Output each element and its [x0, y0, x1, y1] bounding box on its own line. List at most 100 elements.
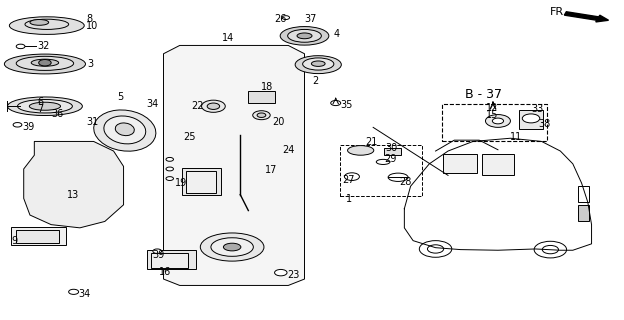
Bar [442, 104, 547, 141]
Circle shape [419, 241, 452, 257]
Ellipse shape [211, 238, 253, 256]
Text: 34: 34 [147, 99, 159, 109]
Ellipse shape [7, 97, 82, 116]
Bar [578, 186, 589, 202]
Ellipse shape [388, 173, 408, 181]
Ellipse shape [223, 243, 241, 251]
Text: 29: 29 [384, 154, 397, 164]
Circle shape [69, 289, 79, 294]
Ellipse shape [257, 113, 266, 117]
Circle shape [485, 115, 510, 127]
Ellipse shape [297, 33, 312, 39]
Text: 21: 21 [366, 137, 378, 148]
Text: 17: 17 [265, 165, 278, 175]
Ellipse shape [29, 102, 61, 110]
Text: 8: 8 [86, 14, 92, 24]
Circle shape [275, 269, 287, 276]
Text: 27: 27 [342, 175, 354, 185]
Text: 31: 31 [86, 117, 99, 127]
Text: 7: 7 [37, 104, 44, 114]
Text: 15: 15 [485, 110, 498, 120]
Ellipse shape [94, 110, 156, 151]
Ellipse shape [31, 59, 59, 66]
Text: 33: 33 [532, 104, 544, 114]
Ellipse shape [30, 20, 49, 25]
Polygon shape [163, 45, 305, 285]
Text: 5: 5 [117, 92, 124, 102]
Circle shape [542, 245, 558, 254]
Text: 3: 3 [87, 59, 94, 69]
Text: 18: 18 [261, 82, 273, 92]
Text: 1: 1 [346, 194, 353, 204]
Text: 34: 34 [79, 289, 91, 299]
Ellipse shape [200, 233, 264, 261]
Bar [186, 171, 216, 193]
Text: 24: 24 [282, 145, 295, 156]
Ellipse shape [311, 61, 325, 67]
Text: B - 37: B - 37 [465, 88, 502, 101]
FancyArrow shape [564, 12, 608, 22]
Bar [11, 227, 66, 245]
Text: 10: 10 [86, 21, 99, 31]
Circle shape [166, 157, 173, 161]
Bar [482, 154, 514, 175]
Text: 23: 23 [287, 270, 300, 280]
Ellipse shape [348, 146, 374, 155]
Text: 26: 26 [275, 13, 287, 24]
Text: 11: 11 [510, 132, 523, 142]
Ellipse shape [280, 27, 329, 45]
Text: 9: 9 [11, 236, 17, 246]
Polygon shape [24, 141, 124, 228]
Text: 39: 39 [152, 250, 165, 260]
Ellipse shape [288, 29, 321, 42]
Ellipse shape [115, 123, 134, 136]
Ellipse shape [376, 159, 390, 164]
Ellipse shape [344, 173, 359, 180]
Ellipse shape [25, 19, 69, 29]
Text: 4: 4 [334, 28, 340, 39]
Bar [151, 253, 188, 268]
Ellipse shape [4, 54, 85, 74]
Circle shape [39, 60, 51, 66]
Circle shape [166, 177, 173, 180]
Text: 6: 6 [37, 97, 44, 107]
Bar [248, 91, 275, 103]
Bar [182, 168, 221, 195]
Circle shape [16, 44, 25, 49]
Bar [578, 205, 589, 221]
Circle shape [13, 123, 22, 127]
Circle shape [427, 245, 444, 253]
Ellipse shape [253, 111, 270, 120]
Circle shape [331, 100, 341, 106]
Text: 20: 20 [272, 117, 285, 127]
Text: 36: 36 [51, 109, 64, 119]
Text: 28: 28 [399, 177, 412, 187]
Ellipse shape [16, 56, 74, 70]
Bar [147, 250, 196, 269]
Ellipse shape [303, 58, 334, 70]
Text: 12: 12 [485, 103, 498, 113]
Text: 19: 19 [175, 178, 187, 188]
Circle shape [522, 114, 540, 123]
Bar [340, 145, 422, 196]
Ellipse shape [202, 100, 225, 112]
Text: 22: 22 [191, 101, 203, 111]
Text: 32: 32 [37, 41, 50, 51]
Bar [519, 110, 543, 129]
Text: 37: 37 [305, 13, 317, 24]
Text: FR.: FR. [550, 7, 568, 17]
Ellipse shape [295, 56, 341, 74]
Circle shape [492, 118, 504, 124]
Ellipse shape [207, 103, 220, 109]
Text: 13: 13 [67, 189, 80, 200]
Ellipse shape [17, 100, 72, 113]
Text: 39: 39 [22, 122, 35, 132]
Text: 30: 30 [386, 143, 398, 153]
Bar [443, 154, 477, 173]
Circle shape [153, 249, 162, 253]
Text: 14: 14 [222, 33, 234, 43]
Bar [16, 230, 59, 243]
Ellipse shape [104, 116, 146, 144]
Text: 2: 2 [312, 76, 318, 86]
Text: 38: 38 [538, 118, 550, 129]
